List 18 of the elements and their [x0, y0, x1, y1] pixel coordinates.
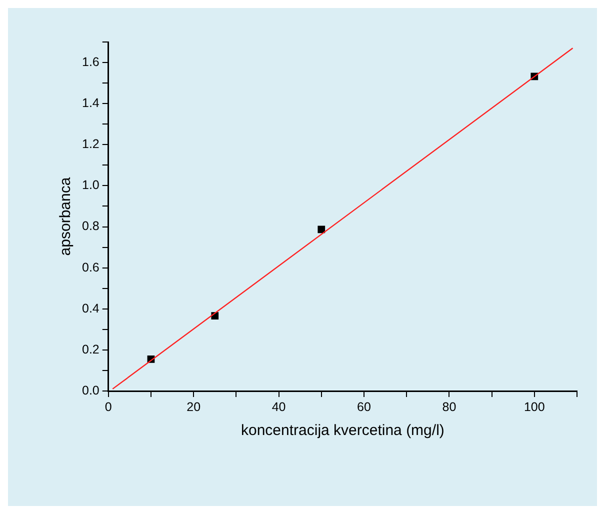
x-axis-title: koncentracija kvercetina (mg/l)	[240, 422, 444, 440]
point	[318, 226, 326, 234]
y-tick-label: 0.6	[82, 260, 100, 274]
x-tick-label: 60	[357, 400, 371, 414]
y-axis-title: apsorbanca	[57, 176, 74, 256]
y-tick-label: 1.6	[82, 54, 100, 69]
y-tick-label: 0.2	[82, 342, 100, 356]
x-tick-label: 40	[272, 400, 286, 414]
x-tick-label: 20	[186, 400, 201, 414]
x-tick-label: 0	[104, 400, 112, 414]
y-tick-label: 1.0	[82, 178, 100, 192]
y-tick-label: 1.4	[82, 96, 100, 110]
x-tick-label: 80	[442, 400, 456, 414]
y-tick-label: 0.4	[82, 301, 100, 316]
y-tick-label: 1.2	[82, 137, 100, 152]
y-tick-label: 0.0	[82, 383, 100, 398]
x-tick-label: 100	[524, 400, 545, 414]
y-tick-label: 0.8	[82, 219, 100, 234]
